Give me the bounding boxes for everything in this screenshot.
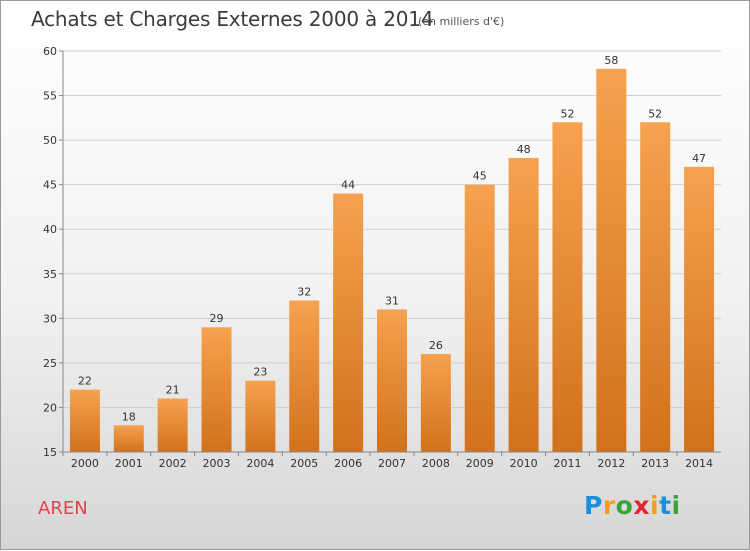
- data-label: 52: [560, 107, 574, 120]
- y-tick-label: 40: [43, 223, 57, 236]
- bar-2008: [420, 353, 451, 452]
- logo-letter: r: [602, 491, 616, 520]
- y-tick-label: 30: [43, 312, 57, 325]
- x-tick-label: 2007: [378, 457, 406, 470]
- bar-2007: [377, 309, 407, 452]
- y-tick-label: 55: [43, 90, 57, 103]
- x-tick-label: 2006: [334, 457, 362, 470]
- data-label: 18: [122, 410, 136, 423]
- logo-letter: i: [650, 491, 660, 520]
- y-tick-label: 25: [43, 357, 57, 370]
- bars: [69, 68, 715, 453]
- bar-2014: [684, 166, 715, 452]
- bar-2010: [508, 157, 539, 452]
- x-tick-label: 2008: [422, 457, 450, 470]
- logo-letter: i: [671, 491, 681, 520]
- y-tick-label: 45: [43, 179, 57, 192]
- x-tick-label: 2005: [290, 457, 318, 470]
- data-label: 44: [341, 179, 355, 192]
- logo-letter: P: [584, 491, 603, 520]
- data-label: 23: [253, 366, 267, 379]
- bar-2006: [333, 193, 364, 453]
- y-tick-label: 35: [43, 268, 57, 281]
- bar-2005: [289, 300, 320, 452]
- commune-name: AREN: [38, 498, 88, 519]
- bar-2009: [464, 184, 495, 452]
- bar-2004: [245, 380, 276, 452]
- x-tick-label: 2001: [115, 457, 143, 470]
- bar-2011: [552, 122, 583, 453]
- y-tick-label: 60: [43, 45, 57, 58]
- data-label: 45: [473, 170, 487, 183]
- bar-2002: [157, 398, 188, 452]
- x-tick-label: 2002: [159, 457, 187, 470]
- chart-subtitle: (en milliers d'€): [418, 15, 505, 28]
- bar-2013: [640, 122, 671, 453]
- bar-2003: [201, 327, 232, 452]
- proxiti-logo: Proxiti: [584, 491, 681, 520]
- bar-2012: [596, 68, 627, 453]
- x-tick-label: 2010: [510, 457, 538, 470]
- data-label: 47: [692, 152, 706, 165]
- data-label: 29: [210, 312, 224, 325]
- x-tick-label: 2013: [641, 457, 669, 470]
- logo-letter: t: [659, 491, 672, 520]
- x-tick-label: 2014: [685, 457, 713, 470]
- data-label: 31: [385, 294, 399, 307]
- data-label: 21: [166, 384, 180, 397]
- y-tick-label: 15: [43, 446, 57, 459]
- y-tick-label: 20: [43, 401, 57, 414]
- x-tick-label: 2004: [246, 457, 274, 470]
- y-tick-label: 50: [43, 134, 57, 147]
- bar-2001: [113, 425, 144, 452]
- data-label: 26: [429, 339, 443, 352]
- logo-letter: x: [633, 491, 650, 520]
- data-label: 58: [604, 54, 618, 67]
- chart-title: Achats et Charges Externes 2000 à 2014: [31, 7, 434, 31]
- x-tick-label: 2009: [466, 457, 494, 470]
- x-tick-label: 2012: [597, 457, 625, 470]
- data-label: 48: [517, 143, 531, 156]
- labels: 15 20 25 30 35 40 45 50 55 60 22 2000 18 2001 21 2002 29…: [43, 45, 713, 470]
- data-label: 22: [78, 375, 92, 388]
- x-tick-label: 2003: [203, 457, 231, 470]
- x-tick-label: 2000: [71, 457, 99, 470]
- data-label: 52: [648, 107, 662, 120]
- logo-letter: o: [615, 491, 634, 520]
- data-label: 32: [297, 286, 311, 299]
- axes: [59, 50, 721, 456]
- x-tick-label: 2011: [553, 457, 581, 470]
- bar-2000: [69, 389, 100, 452]
